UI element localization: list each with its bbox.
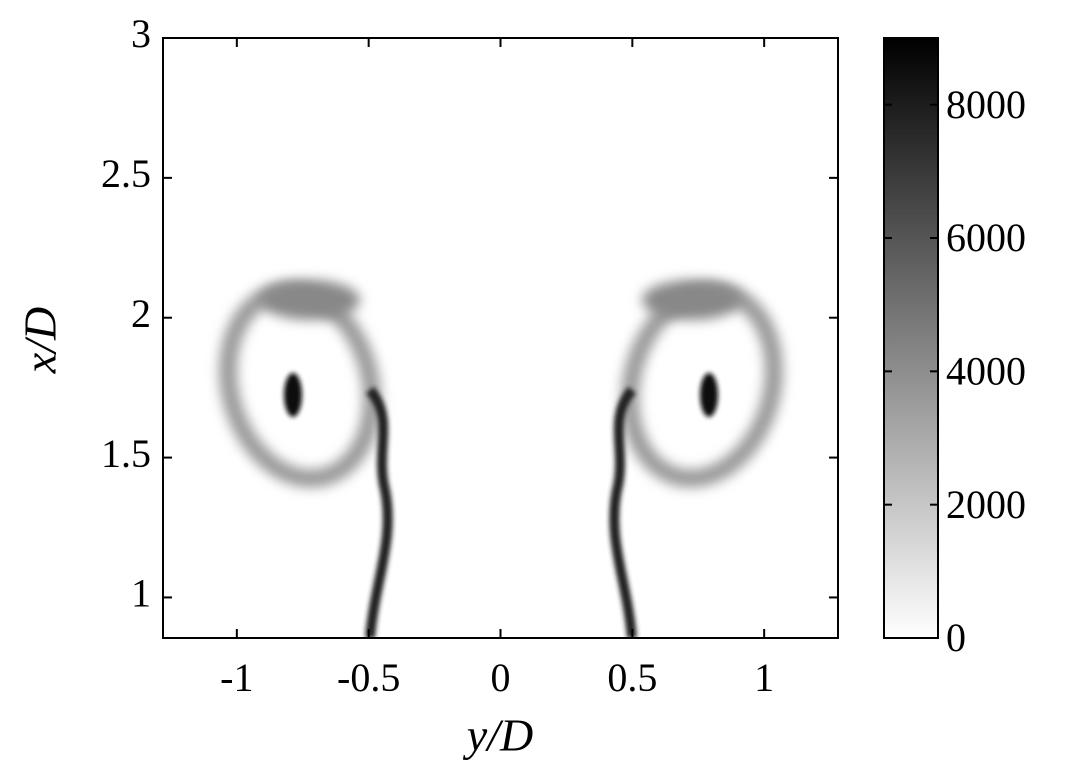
y-tick-label: 1.5 [101, 431, 151, 476]
plot-frame [162, 37, 839, 639]
colorbar-tick-label: 6000 [946, 215, 1026, 260]
colorbar-tick-label: 0 [946, 615, 966, 660]
jet [609, 386, 637, 638]
x-tick-label: 0.5 [607, 655, 657, 700]
vortex-core [700, 373, 718, 417]
jet [365, 386, 393, 638]
x-tick-label: 0 [491, 655, 511, 700]
vortex-arm [642, 280, 742, 320]
vortex-arm [260, 280, 360, 320]
x-axis-label: y/D [463, 710, 533, 761]
y-tick-label: 2 [131, 291, 151, 336]
x-tick-label: 1 [754, 655, 774, 700]
y-axis-label: x/D [15, 307, 66, 374]
colorbar-tick-label: 8000 [946, 82, 1026, 127]
colorbar-tick-label: 4000 [946, 349, 1026, 394]
y-tick-label: 3 [131, 11, 151, 56]
y-tick-label: 2.5 [101, 151, 151, 196]
vortex-core [284, 373, 302, 417]
field [219, 280, 783, 638]
colorbar-tick-label: 2000 [946, 482, 1026, 527]
y-tick-label: 1 [131, 571, 151, 616]
colorbar [883, 37, 939, 639]
x-tick-label: -1 [220, 655, 253, 700]
x-tick-label: -0.5 [337, 655, 400, 700]
